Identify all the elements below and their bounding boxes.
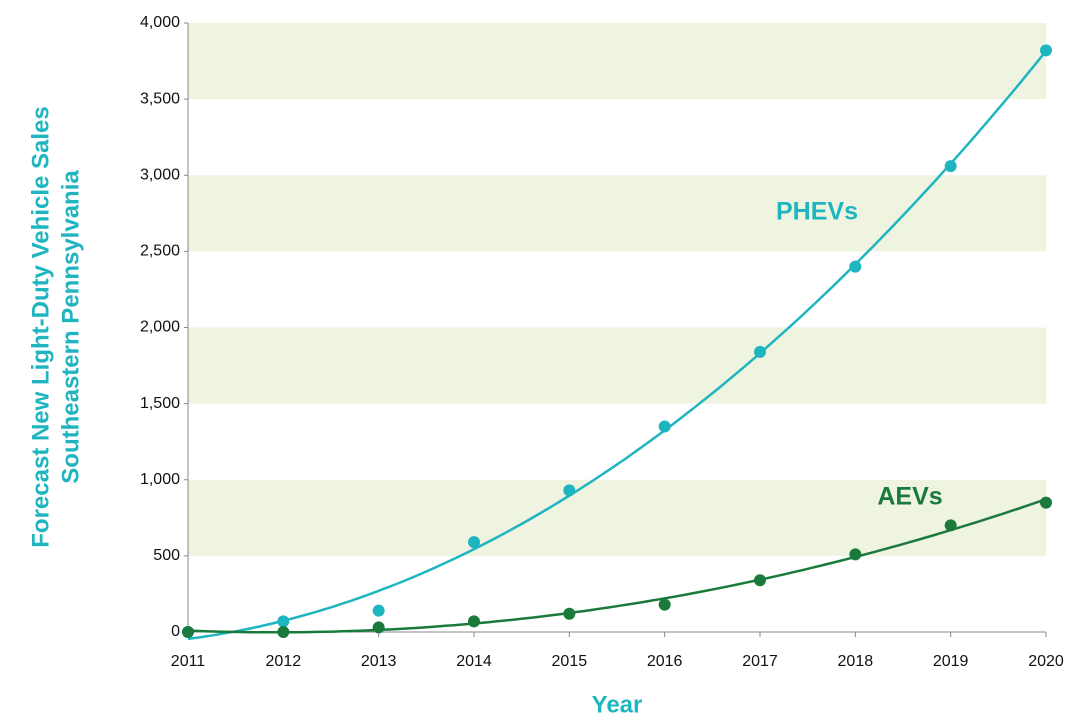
point bbox=[754, 345, 766, 358]
point bbox=[754, 574, 766, 587]
point bbox=[563, 484, 576, 497]
x-tick-label: 2012 bbox=[266, 653, 302, 670]
y-tick-label: 2,500 bbox=[140, 243, 180, 260]
y-tick-label: 500 bbox=[153, 547, 180, 564]
trend-line bbox=[187, 498, 1047, 634]
point bbox=[944, 519, 957, 532]
point bbox=[372, 621, 385, 634]
point bbox=[944, 160, 957, 173]
x-tick-label: 2014 bbox=[456, 653, 492, 670]
x-axis-title: Year bbox=[592, 691, 643, 718]
y-tick-label: 3,000 bbox=[140, 166, 180, 183]
x-tick-label: 2020 bbox=[1028, 653, 1064, 670]
point bbox=[849, 260, 862, 273]
point bbox=[658, 598, 671, 611]
point bbox=[182, 626, 194, 638]
series-label: PHEVs bbox=[776, 198, 858, 226]
y-axis-title-line: Forecast New Light-Duty Vehicle Sales bbox=[27, 106, 54, 547]
point bbox=[277, 626, 290, 638]
grid-band bbox=[188, 327, 1046, 404]
x-tick-label: 2016 bbox=[647, 653, 683, 670]
y-tick-label: 4,000 bbox=[140, 14, 180, 31]
point bbox=[468, 615, 480, 628]
y-axis-title: Forecast New Light-Duty Vehicle Sales So… bbox=[27, 106, 84, 547]
x-tick-label: 2018 bbox=[838, 653, 874, 670]
point bbox=[277, 615, 290, 628]
point bbox=[1040, 496, 1052, 509]
y-tick-label: 3,500 bbox=[140, 90, 180, 107]
y-axis-title-line: Southeastern Pennsylvania bbox=[57, 170, 84, 484]
point bbox=[658, 420, 671, 433]
x-tick-label: 2019 bbox=[933, 653, 969, 670]
y-tick-label: 0 bbox=[171, 623, 180, 640]
point bbox=[1040, 44, 1052, 57]
point bbox=[372, 604, 385, 617]
y-tick-label: 1,500 bbox=[140, 395, 180, 412]
trend-line bbox=[187, 50, 1047, 641]
series-label: AEVs bbox=[877, 483, 942, 511]
grid-band bbox=[188, 175, 1046, 252]
grid-band bbox=[188, 23, 1046, 100]
x-tick-label: 2013 bbox=[361, 653, 397, 670]
x-tick-label: 2015 bbox=[552, 653, 588, 670]
point bbox=[849, 548, 862, 561]
point bbox=[563, 607, 576, 620]
point bbox=[468, 536, 480, 549]
x-tick-label: 2017 bbox=[742, 653, 778, 670]
x-tick-label: 2011 bbox=[171, 653, 206, 670]
y-tick-label: 2,000 bbox=[140, 319, 180, 336]
y-tick-label: 1,000 bbox=[140, 471, 180, 488]
